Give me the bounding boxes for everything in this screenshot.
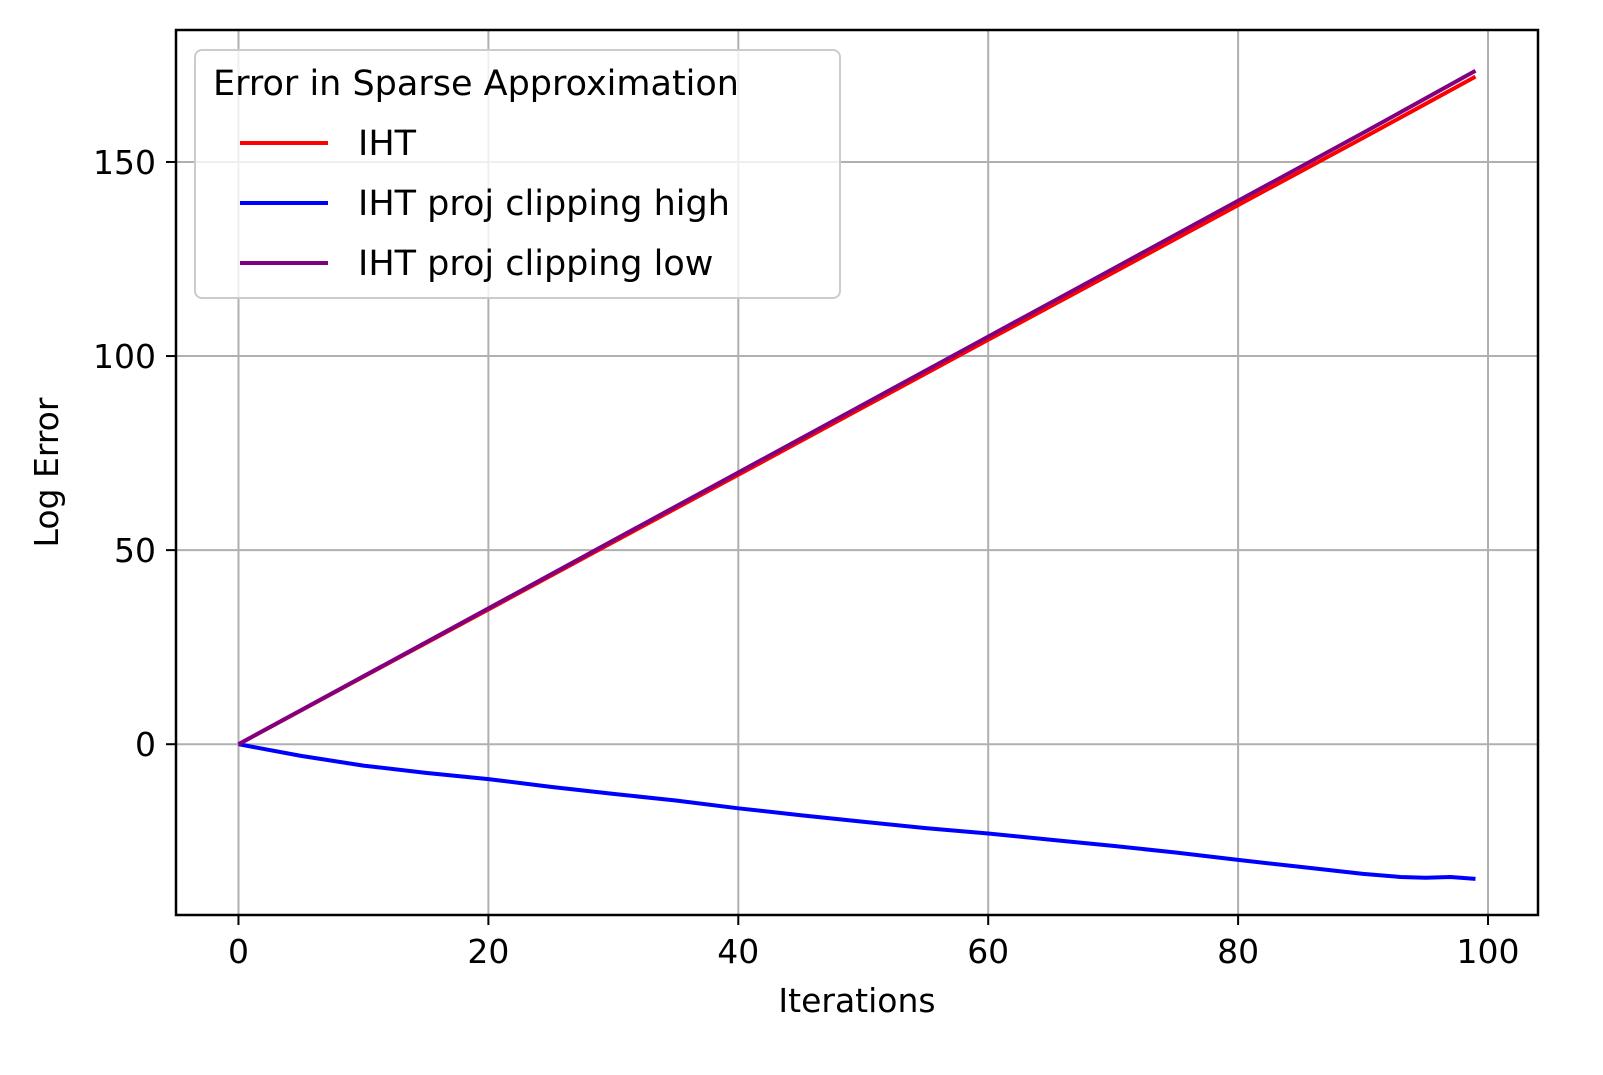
x-tick-label: 20 <box>467 932 509 971</box>
x-tick-label: 60 <box>967 932 1009 971</box>
legend-title: Error in Sparse Approximation <box>213 64 739 104</box>
x-tick-label: 40 <box>717 932 759 971</box>
y-axis-label: Log Error <box>27 397 66 547</box>
legend-entry-label: IHT proj clipping low <box>358 244 713 284</box>
y-tick-label: 0 <box>135 725 156 764</box>
series-line-3 <box>237 69 1477 746</box>
axis-ticks: 0 20 40 60 80 100 0 50 100 150 <box>93 143 1520 971</box>
legend-box <box>194 49 841 299</box>
y-tick-label: 150 <box>93 143 156 182</box>
y-tick-label: 50 <box>114 531 156 570</box>
legend-entry-label: IHT proj clipping high <box>358 184 730 224</box>
legend-entries: IHT IHT proj clipping high IHT proj clippi… <box>240 124 730 284</box>
legend-entry-label: IHT <box>358 124 417 164</box>
series-lines <box>237 69 1477 881</box>
x-tick-label: 80 <box>1217 932 1259 971</box>
legend: Error in Sparse Approximation IHT IHT pro… <box>194 49 841 299</box>
x-tick-label: 100 <box>1457 932 1520 971</box>
plot-frame <box>174 28 1540 917</box>
y-tick-label: 100 <box>93 337 156 376</box>
x-axis-label: Iterations <box>778 981 935 1020</box>
series-line-2 <box>238 742 1476 881</box>
x-tick-label: 0 <box>228 932 249 971</box>
